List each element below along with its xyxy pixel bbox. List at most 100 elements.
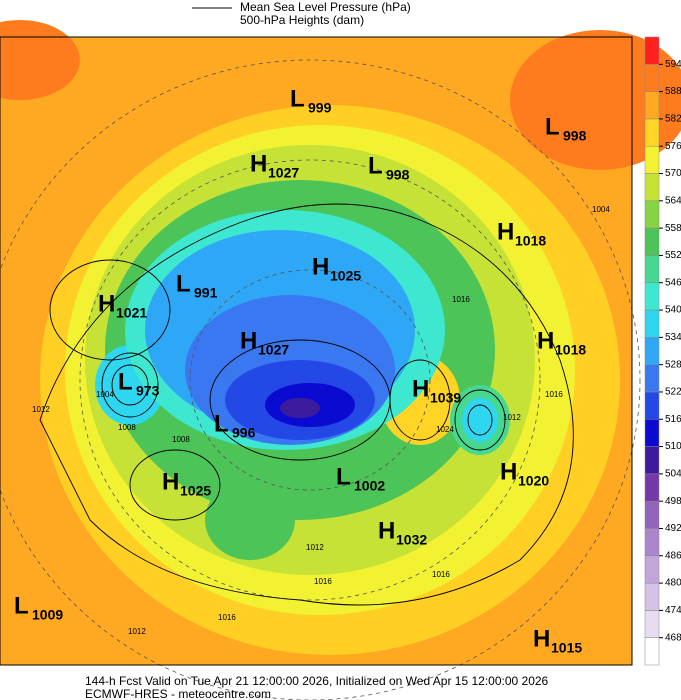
contour-label: 1024	[436, 425, 454, 434]
center-letter: H	[312, 253, 329, 280]
colorbar-segment	[644, 473, 660, 502]
center-letter: H	[537, 327, 554, 354]
contour-label: 1012	[32, 405, 50, 414]
center-letter: H	[412, 375, 429, 402]
contour-label: 1016	[218, 613, 236, 622]
center-value: 1018	[515, 233, 546, 249]
center-value: 1027	[258, 342, 289, 358]
colorbar-segment	[644, 64, 660, 92]
contour-label: 1012	[128, 627, 146, 636]
colorbar-label: 570	[665, 168, 681, 179]
contour-label: 1016	[432, 570, 450, 579]
center-value: 1015	[551, 640, 582, 656]
center-letter: L	[290, 85, 305, 112]
colorbar-label: 576	[665, 141, 681, 152]
center-letter: L	[214, 410, 229, 437]
contour-label: 1016	[452, 295, 470, 304]
center-value: 1002	[354, 478, 385, 494]
contour-label: 1012	[306, 543, 324, 552]
center-letter: H	[533, 625, 550, 652]
center-letter: H	[497, 218, 514, 245]
colorbar-label: 594	[665, 59, 681, 70]
colorbar-label: 588	[665, 86, 681, 97]
contour-label: 1008	[172, 435, 190, 444]
center-letter: L	[545, 113, 560, 140]
contour-label: 1012	[503, 413, 521, 422]
colorbar-label: 522	[665, 387, 681, 398]
colorbar-segment	[644, 419, 660, 447]
colorbar-segment	[644, 118, 660, 147]
colorbar-label: 498	[665, 496, 681, 507]
contour-label: 1004	[96, 390, 114, 399]
center-value: 1009	[32, 607, 63, 623]
colorbar-segment	[644, 145, 660, 174]
colorbar-label: 558	[665, 223, 681, 234]
colorbar-label: 480	[665, 578, 681, 589]
colorbar-segment	[644, 227, 660, 256]
center-letter: H	[240, 327, 257, 354]
colorbar-segment	[644, 500, 660, 529]
colorbar-segment	[644, 528, 660, 557]
colorbar-segment	[644, 255, 660, 283]
center-value: 1025	[330, 268, 361, 284]
colorbar-segment	[644, 610, 660, 638]
center-letter: H	[250, 150, 267, 177]
center-letter: H	[378, 517, 395, 544]
colorbar-segment	[644, 309, 660, 338]
colorbar-segment	[644, 173, 660, 202]
center-letter: L	[336, 463, 351, 490]
center-value: 1025	[180, 483, 211, 499]
colorbar-segment	[644, 391, 660, 420]
colorbar-label: 492	[665, 523, 681, 534]
colorbar-segment	[644, 36, 660, 65]
colorbar-label: 564	[665, 195, 681, 206]
colorbar-segment	[644, 637, 660, 666]
contour-label: 1016	[545, 390, 563, 399]
center-value: 1021	[116, 305, 147, 321]
colorbar-segment	[644, 446, 660, 475]
colorbar-label: 486	[665, 550, 681, 561]
center-value: 998	[563, 128, 587, 144]
contour-label: 1004	[592, 205, 610, 214]
colorbar-segment	[644, 91, 660, 120]
map-field	[0, 20, 681, 700]
colorbar-label: 552	[665, 250, 681, 261]
center-value: 996	[232, 425, 256, 441]
center-value: 1020	[518, 473, 549, 489]
center-value: 999	[308, 100, 332, 116]
center-value: 973	[136, 383, 160, 399]
center-letter: H	[98, 290, 115, 317]
footer-line: 144-h Fcst Valid on Tue Apr 21 12:00:00 …	[85, 674, 549, 688]
center-value: 1018	[555, 342, 586, 358]
contour-label: 1008	[118, 423, 136, 432]
footer-line: ECMWF-HRES - meteocentre.com	[85, 687, 271, 700]
map-frame	[0, 36, 633, 666]
colorbar-segment	[644, 200, 660, 229]
legend-line-label: Mean Sea Level Pressure (hPa)	[240, 0, 411, 14]
center-letter: H	[162, 468, 179, 495]
colorbar-label: 504	[665, 469, 681, 480]
colorbar-segment	[644, 582, 660, 611]
colorbar-segment	[644, 555, 660, 584]
colorbar-label: 474	[665, 605, 681, 616]
center-letter: L	[118, 368, 133, 395]
colorbar-label: 534	[665, 332, 681, 343]
center-value: 1032	[396, 532, 427, 548]
center-value: 991	[194, 285, 218, 301]
colorbar-segment	[644, 337, 660, 365]
center-value: 1039	[430, 390, 461, 406]
center-letter: H	[500, 458, 517, 485]
colorbar-label: 546	[665, 277, 681, 288]
contour-label: 1016	[314, 577, 332, 586]
colorbar-label: 468	[665, 632, 681, 643]
colorbar-segment	[644, 282, 660, 311]
colorbar-label: 516	[665, 414, 681, 425]
colorbar-label: 510	[665, 441, 681, 452]
colorbar-label: 582	[665, 114, 681, 125]
center-letter: L	[176, 270, 191, 297]
colorbar-label: 540	[665, 305, 681, 316]
legend-fill-label: 500-hPa Heights (dam)	[240, 13, 364, 27]
center-letter: L	[14, 592, 29, 619]
